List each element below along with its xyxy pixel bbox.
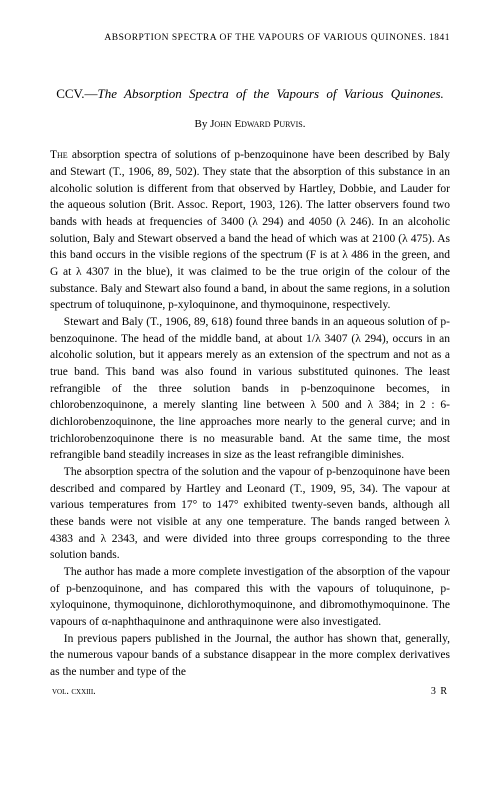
article-title-text: The Absorption Spectra of the Vapours of… [98, 86, 444, 101]
signature-mark: 3 R [431, 685, 448, 700]
article-title: CCV.—The Absorption Spectra of the Vapou… [50, 84, 450, 104]
author-by: By [195, 118, 211, 130]
paragraph-4: The author has made a more complete inve… [50, 564, 450, 631]
paragraph-2: Stewart and Baly (T., 1906, 89, 618) fou… [50, 314, 450, 464]
volume-label: vol. cxxiii. [52, 685, 96, 700]
author-line: By John Edward Purvis. [50, 117, 450, 133]
running-header: ABSORPTION SPECTRA OF THE VAPOURS OF VAR… [50, 32, 450, 46]
page-number: 1841 [429, 33, 450, 43]
page-footer: vol. cxxiii. 3 R [50, 685, 450, 700]
article-number: CCV.— [56, 86, 97, 101]
author-name: John Edward Purvis. [210, 118, 305, 130]
paragraph-3: The absorption spectra of the solution a… [50, 464, 450, 564]
paragraph-1-text: absorption spectra of solutions of p-ben… [50, 149, 450, 311]
paragraph-1: The absorption spectra of solutions of p… [50, 147, 450, 314]
running-header-text: ABSORPTION SPECTRA OF THE VAPOURS OF VAR… [104, 33, 426, 43]
paragraph-5: In previous papers published in the Jour… [50, 631, 450, 681]
